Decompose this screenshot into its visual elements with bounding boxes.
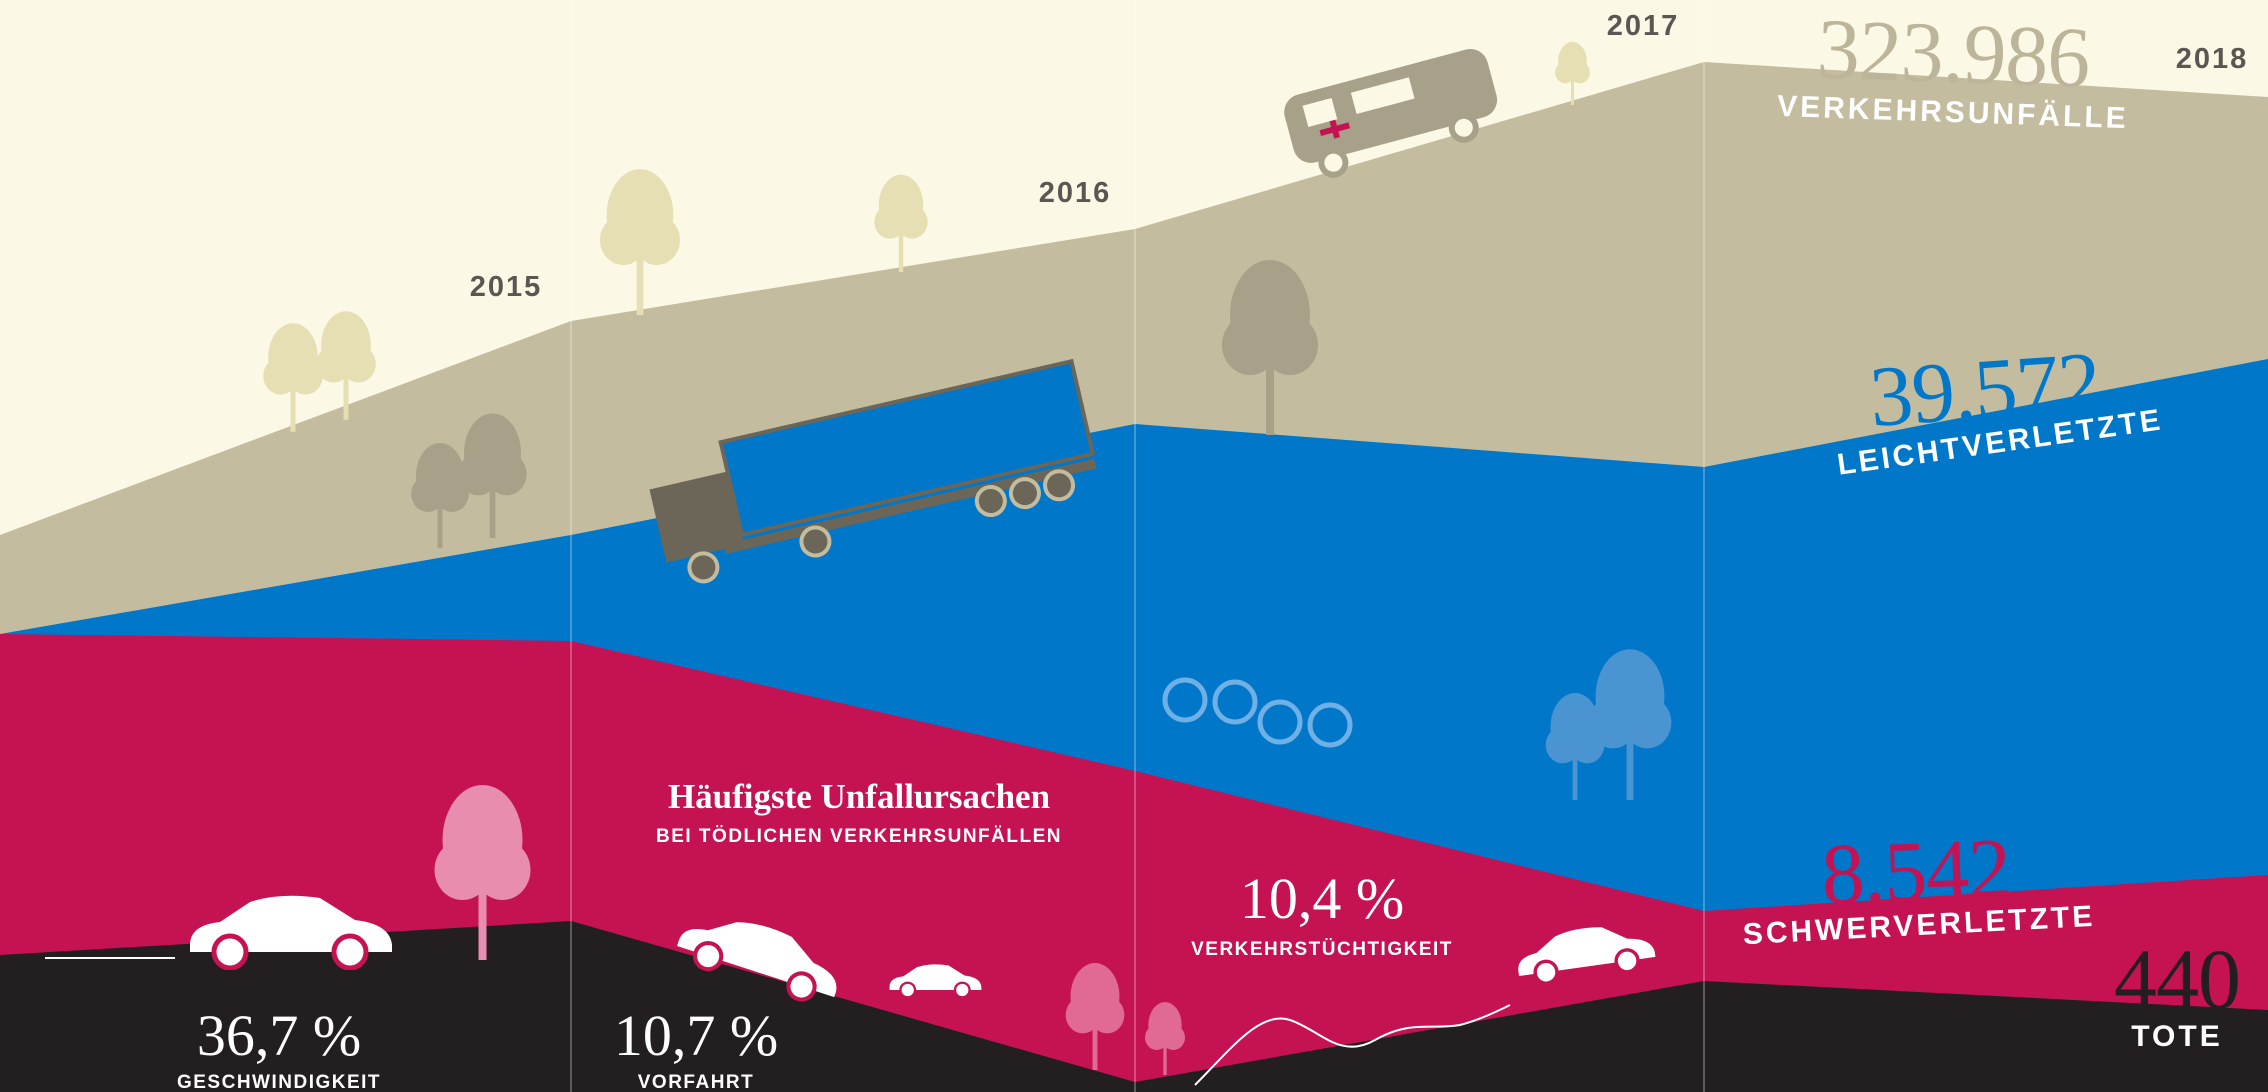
year-label: 2015: [470, 271, 543, 303]
year-label: 2018: [2176, 43, 2249, 75]
cause-value: 36,7 %: [197, 1003, 361, 1068]
total-label: TOTE: [2131, 1020, 2222, 1053]
cause-label: VORFAHRT: [638, 1072, 755, 1092]
cause-label: GESCHWINDIGKEIT: [177, 1072, 381, 1092]
year-label: 2016: [1039, 177, 1112, 209]
cause-value: 10,7 %: [614, 1003, 778, 1068]
total-value: 440: [2114, 931, 2240, 1027]
cause-value: 10,4 %: [1240, 866, 1404, 931]
causes-subtitle: BEI TÖDLICHEN VERKEHRSUNFÄLLEN: [656, 826, 1062, 847]
cause-label: VERKEHRSTÜCHTIGKEIT: [1191, 939, 1453, 960]
causes-title: Häufigste Unfallursachen: [668, 777, 1050, 816]
infographic: 2015 2016 2017 2018 323.986 VERKEHRSUNFÄ…: [0, 0, 2268, 1092]
year-label: 2017: [1607, 10, 1680, 42]
total-value: 323.986: [1815, 0, 2091, 105]
